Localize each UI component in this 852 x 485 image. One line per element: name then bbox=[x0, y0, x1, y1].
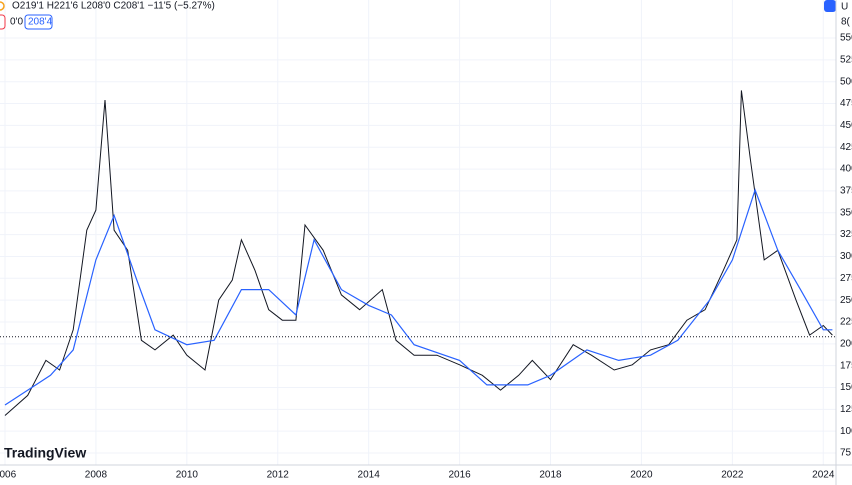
y-tick-label: 275 bbox=[840, 273, 852, 284]
x-tick-label: 2018 bbox=[539, 470, 562, 481]
y-tick-label: 200 bbox=[840, 338, 852, 349]
x-tick-label: 2024 bbox=[812, 470, 835, 481]
y-tick-label: 375 bbox=[840, 186, 852, 197]
y-tick-label: 125 bbox=[840, 404, 852, 415]
x-tick-label: 2008 bbox=[85, 470, 108, 481]
y-tick-label: 525 bbox=[840, 54, 852, 65]
y-tick-label: 225 bbox=[840, 317, 852, 328]
ohlc-label: O219'1 H221'6 L208'0 C208'1 −11'5 (−5.27… bbox=[12, 1, 215, 12]
series-line bbox=[4, 188, 833, 406]
x-tick-label: 2012 bbox=[267, 470, 290, 481]
x-tick-label: 2006 bbox=[0, 470, 17, 481]
indicator-value: 0'0 bbox=[10, 17, 23, 28]
x-tick-label: 2016 bbox=[448, 470, 471, 481]
indicator-pill bbox=[0, 14, 6, 30]
x-tick-label: 2010 bbox=[176, 470, 199, 481]
indicator-value: 208'4 bbox=[28, 17, 53, 28]
y-tick-label: 350 bbox=[840, 207, 852, 218]
y-tick-label: 475 bbox=[840, 98, 852, 109]
y-tick-label: 325 bbox=[840, 229, 852, 240]
unit-label: U bbox=[841, 2, 848, 13]
x-tick-label: 2020 bbox=[630, 470, 653, 481]
y-tick-label: 100 bbox=[840, 426, 852, 437]
x-tick-label: 2014 bbox=[358, 470, 381, 481]
brand-logo: TradingView bbox=[4, 445, 86, 461]
indicator-pill bbox=[24, 14, 53, 30]
y-tick-label: 425 bbox=[840, 142, 852, 153]
symbol-icon bbox=[0, 1, 5, 11]
y-tick-label: 400 bbox=[840, 164, 852, 175]
y-tick-label: 150 bbox=[840, 382, 852, 393]
y-tick-label: 175 bbox=[840, 360, 852, 371]
x-tick-label: 2022 bbox=[721, 470, 744, 481]
y-tick-label: 500 bbox=[840, 76, 852, 87]
y-tick-label: 300 bbox=[840, 251, 852, 262]
y-tick-label: 450 bbox=[840, 120, 852, 131]
y-tick-label: 550 bbox=[840, 33, 852, 44]
unit-label: 8( bbox=[841, 17, 851, 28]
y-tick-label: 75 bbox=[840, 448, 852, 459]
settings-button[interactable] bbox=[824, 0, 836, 12]
y-tick-label: 250 bbox=[840, 295, 852, 306]
